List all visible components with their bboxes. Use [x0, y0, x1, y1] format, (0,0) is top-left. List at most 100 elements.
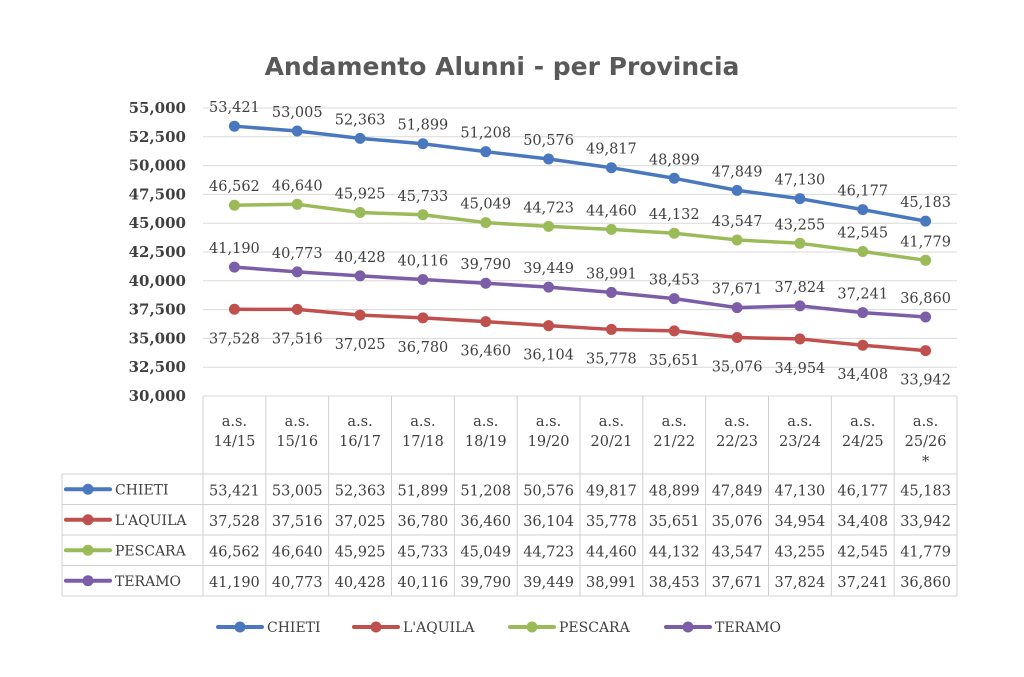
data-point — [857, 245, 869, 257]
category-label: 15/16 — [276, 434, 318, 450]
data-point — [668, 293, 680, 305]
data-point — [480, 217, 492, 229]
category-label: a.s. — [850, 414, 875, 430]
table-cell: 45,183 — [900, 483, 951, 499]
table-legend-key-marker — [82, 544, 94, 556]
data-label: 46,562 — [209, 179, 260, 195]
data-label: 51,208 — [460, 126, 511, 142]
data-label: 40,773 — [272, 246, 323, 262]
data-point — [857, 204, 869, 216]
data-point — [543, 220, 555, 232]
data-point — [794, 193, 806, 205]
table-cell: 39,449 — [523, 575, 574, 591]
table-legend-key-marker — [82, 514, 94, 526]
table-cell: 37,241 — [837, 575, 888, 591]
table-row-name: TERAMO — [115, 574, 181, 590]
table-cell: 45,049 — [460, 544, 511, 560]
data-point — [794, 333, 806, 345]
category-label: a.s. — [724, 414, 749, 430]
data-point — [291, 125, 303, 137]
data-label: 46,640 — [272, 178, 323, 194]
table-cell: 37,671 — [712, 575, 763, 591]
series-line — [234, 124, 926, 223]
data-label: 37,241 — [837, 287, 888, 303]
data-label: 36,460 — [460, 344, 511, 360]
y-tick-label: 50,000 — [129, 157, 186, 175]
legend-entry: CHIETI — [267, 620, 321, 636]
data-point — [605, 323, 617, 335]
category-label: a.s. — [662, 414, 687, 430]
data-label: 39,790 — [460, 257, 511, 273]
data-point — [354, 207, 366, 219]
data-point — [731, 184, 743, 196]
table-legend-key-marker — [82, 483, 94, 495]
table-cell: 52,363 — [335, 483, 386, 499]
legend-key-marker — [682, 621, 694, 633]
data-label: 46,177 — [837, 184, 888, 200]
category-label: 21/22 — [653, 434, 695, 450]
data-point — [228, 199, 240, 211]
data-point — [417, 312, 429, 324]
table-cell: 53,421 — [209, 483, 260, 499]
gridlines: 30,000 32,500 35,000 37,500 40,000 42,500 45,0… — [129, 99, 957, 405]
category-label: 20/21 — [591, 434, 633, 450]
table-cell: 47,130 — [775, 483, 826, 499]
data-point — [543, 153, 555, 165]
table-cell: 40,773 — [272, 575, 323, 591]
data-label: 36,860 — [900, 291, 951, 307]
table-cell: 36,780 — [398, 514, 449, 530]
category-label: a.s. — [536, 414, 561, 430]
y-tick-label: 47,500 — [129, 185, 186, 203]
data-table: a.s. 14/15 a.s. 15/16 a.s. 16/17 a.s. 17/18 a.s.… — [61, 396, 958, 597]
data-label: 48,899 — [649, 152, 700, 168]
data-label: 37,025 — [335, 337, 386, 353]
series-line — [234, 307, 926, 353]
data-point — [543, 320, 555, 332]
data-point — [354, 309, 366, 321]
category-label: 19/20 — [528, 434, 570, 450]
category-label: a.s. — [473, 414, 498, 430]
data-point — [857, 339, 869, 351]
y-tick-label: 45,000 — [129, 214, 186, 232]
data-point — [857, 307, 869, 319]
data-label: 39,449 — [523, 261, 574, 277]
data-label: 38,453 — [649, 273, 700, 289]
table-cell: 35,076 — [712, 514, 763, 530]
data-label: 53,421 — [209, 100, 260, 116]
data-label: 47,849 — [712, 164, 763, 180]
data-labels: 53,421 53,005 52,363 51,899 51,208 50,576 49,8… — [209, 100, 951, 388]
table-cell: 37,025 — [335, 514, 386, 530]
data-label: 43,255 — [775, 217, 826, 233]
category-label: 22/23 — [716, 434, 758, 450]
legend-key-marker — [234, 621, 246, 633]
table-cell: 49,817 — [586, 483, 637, 499]
data-label: 45,925 — [335, 187, 386, 203]
category-label: 25/26 — [905, 434, 947, 450]
data-label: 40,428 — [335, 250, 386, 266]
category-label: a.s. — [347, 414, 372, 430]
category-label: a.s. — [599, 414, 624, 430]
table-cell: 42,545 — [837, 544, 888, 560]
legend-entry: PESCARA — [559, 620, 631, 636]
table-cell: 41,190 — [209, 575, 260, 591]
data-label: 34,954 — [775, 361, 826, 377]
data-point — [605, 286, 617, 298]
data-point — [731, 234, 743, 246]
series-lines — [228, 120, 932, 357]
legend-entry: TERAMO — [715, 620, 781, 636]
data-label: 36,104 — [523, 348, 574, 364]
table-cell: 36,860 — [900, 575, 951, 591]
data-label: 45,733 — [398, 189, 449, 205]
data-label: 37,671 — [712, 282, 763, 298]
table-cell: 44,460 — [586, 544, 637, 560]
data-label: 45,183 — [900, 195, 951, 211]
data-label: 51,899 — [398, 118, 449, 134]
data-point — [228, 120, 240, 132]
y-tick-label: 55,000 — [129, 99, 186, 117]
table-cell: 39,790 — [460, 575, 511, 591]
category-label: a.s. — [410, 414, 435, 430]
y-tick-label: 42,500 — [129, 243, 186, 261]
category-label: 18/19 — [465, 434, 507, 450]
table-cell: 38,991 — [586, 575, 637, 591]
category-label: 14/15 — [214, 434, 256, 450]
